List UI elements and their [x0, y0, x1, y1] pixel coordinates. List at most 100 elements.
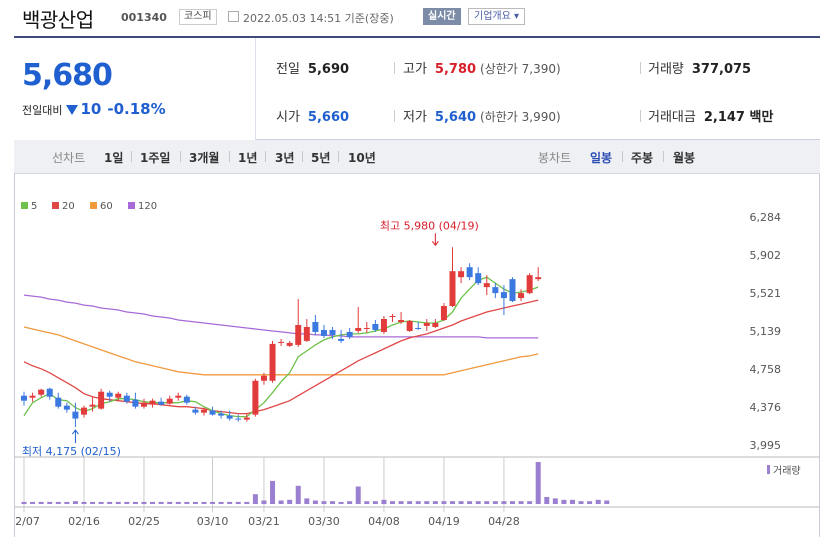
ma60-line	[23, 326, 539, 376]
period-10y[interactable]: 10년	[348, 151, 376, 165]
volume-bar	[330, 501, 336, 504]
volume-bar	[132, 501, 138, 504]
candle-body	[303, 326, 310, 341]
legend-swatch	[90, 202, 97, 209]
period-5y[interactable]: 5년	[311, 151, 331, 165]
candle-body	[466, 267, 473, 278]
x-tick-label: 02/16	[68, 515, 100, 528]
candle-body	[38, 389, 45, 395]
candle-body	[149, 400, 156, 405]
period-3m[interactable]: 3개월	[189, 151, 220, 165]
volume-bar	[107, 501, 113, 504]
y-tick-label: 5,521	[750, 287, 782, 300]
volume-bar	[287, 499, 293, 504]
candle-body	[192, 409, 199, 413]
ma5-line	[23, 276, 539, 418]
volume-bar	[47, 501, 53, 504]
volume-bar	[21, 501, 27, 504]
volume-bar	[278, 500, 284, 504]
candle-body	[449, 271, 456, 307]
candle-body	[363, 327, 370, 329]
trade-amount: 거래대금 2,147 백만	[648, 110, 774, 125]
candle-daily[interactable]: 일봉	[590, 151, 613, 165]
candle-body	[218, 413, 225, 416]
volume-bar	[210, 501, 216, 504]
x-tick-label: 04/19	[428, 515, 460, 528]
candle-body	[29, 395, 36, 398]
candle-body	[440, 306, 447, 320]
volume-bar	[552, 498, 558, 504]
volume-bar	[450, 501, 455, 504]
current-price-box: 5,680 전일대비 10 -0.18%	[14, 38, 256, 140]
candle-body	[406, 320, 413, 331]
stock-code: 001340	[121, 11, 167, 24]
x-tick-label: 04/08	[368, 515, 400, 528]
open-price: 시가 5,660	[276, 110, 350, 125]
volume-bar	[261, 500, 267, 504]
legend-swatch	[128, 202, 135, 209]
candle-body	[338, 338, 345, 341]
company-overview-dropdown[interactable]: 기업개요 ▾	[468, 8, 525, 25]
max-arrow-head	[431, 240, 439, 247]
realtime-button[interactable]: 실시간	[423, 8, 461, 25]
legend-label: 120	[138, 201, 157, 212]
legend-swatch	[21, 202, 28, 209]
volume-bar	[295, 485, 301, 504]
candle-body	[492, 287, 499, 294]
y-tick-label: 5,139	[750, 325, 782, 338]
volume-bar	[64, 501, 70, 504]
candle-body	[423, 322, 430, 326]
candle-body	[72, 411, 79, 419]
candle-body	[235, 418, 242, 420]
line-chart-label[interactable]: 선차트	[52, 151, 86, 165]
candle-body	[63, 405, 70, 410]
volume-bar	[81, 501, 87, 504]
x-tick-label: 02/07	[15, 515, 40, 528]
volume: 거래량 377,075	[648, 62, 752, 77]
high-price: 고가 5,780 (상한가 7,390)	[403, 62, 561, 77]
volume-bar	[484, 501, 490, 504]
y-tick-label: 6,284	[750, 211, 782, 224]
volume-bar	[90, 501, 96, 504]
volume-bar	[167, 501, 173, 504]
volume-bar	[124, 501, 130, 504]
min-price-label: 최저 4,175 (02/15)	[22, 445, 121, 458]
candle-chart-label[interactable]: 봉차트	[538, 151, 572, 165]
x-tick-label: 04/28	[488, 515, 520, 528]
change-label: 전일대비	[22, 104, 63, 117]
volume-bar	[355, 486, 361, 504]
timestamp: 2022.05.03 14:51 기준(장중)	[243, 12, 394, 25]
volume-bar	[595, 499, 601, 504]
low-price: 저가 5,640 (하한가 3,990)	[403, 110, 561, 125]
volume-bar	[30, 501, 36, 504]
volume-bar	[398, 501, 404, 504]
volume-bar	[201, 501, 207, 504]
candle-body	[166, 398, 173, 404]
candle-weekly[interactable]: 주봉	[631, 151, 654, 165]
volume-bar	[544, 497, 550, 504]
candle-body	[89, 404, 96, 407]
candle-body	[389, 316, 396, 318]
candle-body	[475, 273, 482, 284]
max-price-label: 최고 5,980 (04/19)	[380, 219, 479, 232]
candle-monthly[interactable]: 월봉	[673, 151, 696, 165]
volume-bar	[390, 501, 396, 504]
candle-body	[132, 399, 139, 407]
prev-close: 전일 5,690	[276, 62, 350, 77]
candle-body	[380, 318, 387, 332]
ma120-line	[23, 294, 539, 339]
period-1d[interactable]: 1일	[104, 151, 124, 165]
y-tick-label: 3,995	[750, 439, 782, 452]
volume-bar	[55, 501, 61, 504]
period-1w[interactable]: 1주일	[140, 151, 171, 165]
quote-panel: 5,680 전일대비 10 -0.18% 전일 5,690 고가 5,780 (상한가 7…	[14, 36, 820, 140]
candle-body	[252, 380, 259, 415]
candle-body	[398, 319, 405, 322]
candle-body	[278, 341, 285, 343]
x-tick-label: 03/30	[308, 515, 340, 528]
volume-bar	[492, 501, 498, 504]
period-1y[interactable]: 1년	[238, 151, 258, 165]
volume-bar	[175, 501, 181, 504]
period-3y[interactable]: 3년	[275, 151, 295, 165]
change-value: 10	[80, 100, 102, 118]
